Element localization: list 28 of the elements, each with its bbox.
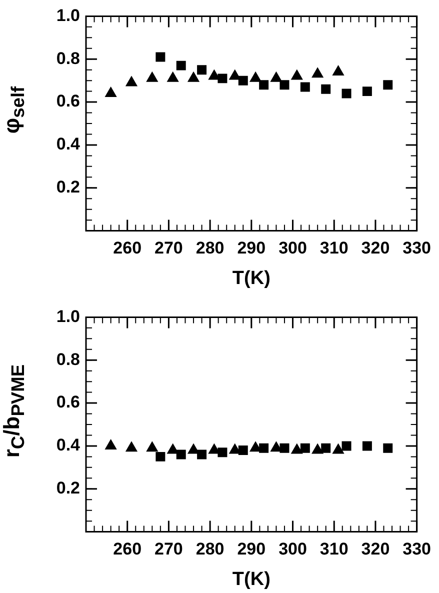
y-tick-label: 0.2	[56, 178, 80, 197]
x-tick-label: 290	[237, 540, 266, 559]
x-tick-label: 330	[402, 540, 432, 559]
y-tick-label: 0.6	[56, 392, 80, 412]
x-axis-title: T(K)	[232, 268, 270, 289]
x-tick-label: 260	[113, 540, 142, 559]
x-tick-label: 280	[196, 238, 224, 258]
x-tick-label: 290	[237, 238, 266, 258]
x-tick-label: 310	[320, 540, 348, 559]
x-tick-label: 270	[154, 238, 183, 258]
x-tick-label: 260	[113, 238, 142, 258]
y-tick-label: 0.2	[56, 478, 80, 498]
y-tick-label: 1.0	[56, 306, 80, 326]
x-tick-label: 330	[402, 238, 432, 258]
y-tick-label: 0.8	[56, 350, 80, 369]
y-tick-label: 1.0	[56, 6, 80, 25]
x-axis-title: T(K)	[232, 568, 270, 590]
x-tick-label: 300	[278, 540, 307, 559]
x-tick-label: 270	[154, 540, 183, 559]
y-tick-label: 0.8	[56, 48, 80, 68]
y-tick-label: 0.4	[56, 134, 81, 154]
y-tick-label: 0.4	[56, 436, 81, 455]
x-tick-label: 310	[320, 238, 348, 258]
x-tick-label: 320	[361, 540, 390, 559]
x-tick-label: 300	[278, 238, 307, 258]
x-tick-label: 280	[196, 540, 224, 559]
x-tick-label: 320	[361, 238, 390, 258]
y-tick-label: 0.6	[56, 92, 80, 111]
